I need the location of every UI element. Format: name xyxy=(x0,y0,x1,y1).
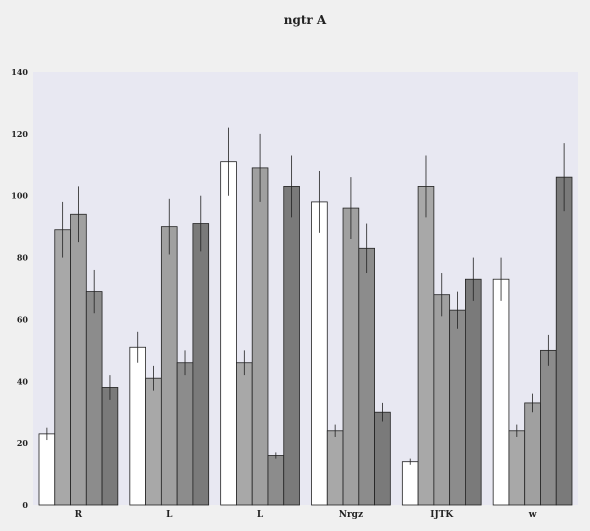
bar xyxy=(176,362,194,506)
bar xyxy=(433,294,451,506)
bar xyxy=(160,226,178,506)
bar xyxy=(220,161,237,506)
y-tick-label: 0 xyxy=(22,500,28,510)
bar xyxy=(145,377,162,506)
bar xyxy=(540,349,557,506)
bar xyxy=(401,461,419,506)
y-tick-label: 40 xyxy=(17,376,29,386)
bar xyxy=(464,278,482,506)
y-axis: 0 20 40 60 80 100 120 140 xyxy=(11,67,28,510)
y-tick-label: 20 xyxy=(17,438,29,448)
bar xyxy=(70,213,87,506)
y-tick-label: 100 xyxy=(11,191,28,201)
x-tick-label: w xyxy=(528,510,537,520)
bar xyxy=(524,402,541,506)
x-tick-label: L xyxy=(257,510,264,520)
bars xyxy=(38,127,573,506)
x-tick-label: R xyxy=(75,510,83,520)
bar xyxy=(236,362,253,506)
x-tick-label: Nrgz xyxy=(339,510,363,520)
y-tick-label: 140 xyxy=(11,67,28,77)
bar xyxy=(101,387,119,506)
bar xyxy=(374,411,391,506)
bar xyxy=(326,430,344,506)
y-tick-label: 60 xyxy=(17,314,29,324)
bar xyxy=(358,247,375,506)
x-axis: R L L Nrgz IJTK w xyxy=(75,510,537,520)
bar xyxy=(449,309,466,506)
bar xyxy=(54,229,71,506)
y-tick-label: 80 xyxy=(17,253,29,263)
y-tick-label: 120 xyxy=(11,129,28,139)
bar xyxy=(192,223,210,506)
bar xyxy=(492,278,510,506)
x-tick-label: L xyxy=(166,510,173,520)
bar xyxy=(311,201,328,506)
chart-title: ngtr A xyxy=(284,13,327,27)
bar xyxy=(283,186,300,506)
bar xyxy=(342,207,360,506)
bar xyxy=(417,186,435,506)
bar xyxy=(508,430,526,506)
bar xyxy=(38,433,56,506)
plot-area xyxy=(33,72,578,505)
bar xyxy=(251,167,269,506)
bar xyxy=(555,176,573,506)
x-tick-label: IJTK xyxy=(430,510,454,520)
bar xyxy=(129,346,146,506)
bar xyxy=(267,455,285,506)
bar xyxy=(85,291,103,506)
